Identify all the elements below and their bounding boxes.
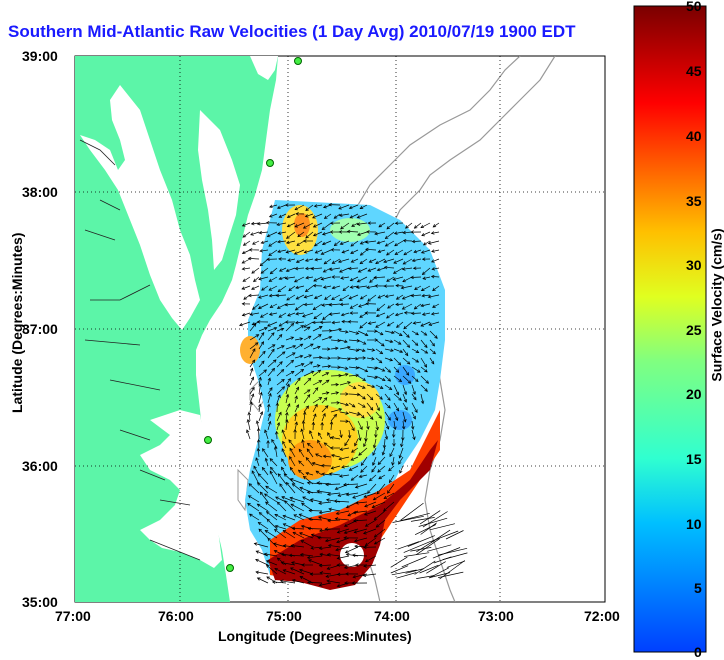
y-tick-label: 37:00	[22, 321, 58, 337]
velocity-arrow	[331, 376, 341, 377]
colorbar-tick: 20	[686, 386, 702, 402]
x-tick-label: 73:00	[478, 608, 514, 624]
y-tick-label: 35:00	[22, 594, 58, 610]
colorbar-label: Surface Velocity (cm/s)	[709, 228, 724, 381]
colorbar-tick: 50	[686, 0, 702, 14]
x-tick-label: 76:00	[158, 608, 194, 624]
station-marker	[267, 160, 274, 167]
colorbar-tick: 35	[686, 193, 702, 209]
velocity-arrow	[259, 428, 260, 439]
x-tick-label: 75:00	[266, 608, 302, 624]
y-axis-label: Latitude (Degrees:Minutes)	[9, 263, 25, 413]
colorbar-tick: 15	[686, 451, 702, 467]
colorbar-tick: 25	[686, 322, 702, 338]
colorbar-tick: 10	[686, 516, 702, 532]
station-marker	[295, 58, 302, 65]
y-tick-label: 36:00	[22, 458, 58, 474]
colorbar-tick: 30	[686, 257, 702, 273]
station-marker	[227, 565, 234, 572]
y-tick-label: 39:00	[22, 48, 58, 64]
velocity-arrow	[309, 511, 322, 512]
velocity-arrow	[411, 277, 421, 278]
x-axis-label: Longitude (Degrees:Minutes)	[218, 628, 412, 644]
colorbar-tick: 40	[686, 128, 702, 144]
station-marker	[205, 437, 212, 444]
x-tick-label: 72:00	[584, 608, 620, 624]
y-tick-label: 38:00	[22, 184, 58, 200]
velocity-arrow	[308, 529, 322, 530]
x-tick-label: 77:00	[55, 608, 91, 624]
colorbar-tick: 0	[694, 644, 702, 660]
velocity-arrow	[412, 313, 421, 314]
colorbar-tick: 5	[694, 580, 702, 596]
colorbar-tick: 45	[686, 63, 702, 79]
x-tick-label: 74:00	[374, 608, 410, 624]
